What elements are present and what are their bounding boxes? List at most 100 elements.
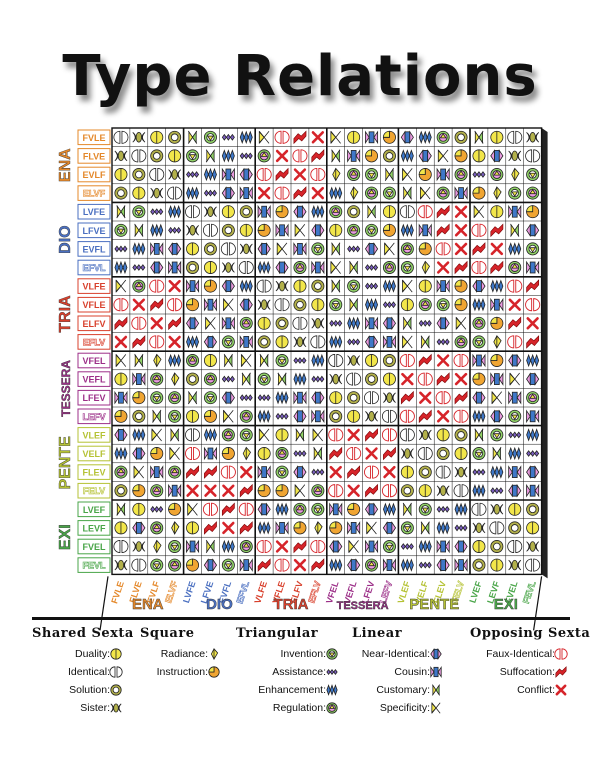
radiance-icon [421,260,431,275]
regulation-icon [293,502,307,516]
solution-icon [239,205,253,219]
assistance-icon [454,524,468,532]
faux-identical-icon [185,446,201,461]
conflict-icon [132,298,146,311]
duality-icon [132,502,146,516]
duality-icon [490,130,504,144]
enhancement-icon [400,558,414,572]
duality-icon [329,223,343,237]
enhancement-icon [472,484,486,498]
duality-icon [311,298,325,312]
conflict-icon [347,484,360,497]
faux-identical-icon [417,372,433,386]
conflict-icon [526,317,539,330]
assistance-icon [418,561,432,569]
solution-icon [436,447,450,460]
faux-identical-icon [453,409,469,423]
regulation-icon [490,168,504,181]
legend-item-specificity: Specificity: [320,702,430,714]
cousin-icon [221,167,235,182]
customary-icon [474,428,484,442]
row-label-lvef: LVEF [83,505,106,515]
row-label-lvfe: LVFE [83,207,105,217]
radiance-icon [350,186,359,201]
cousin-icon [365,130,379,145]
duality-icon [114,168,128,181]
suffocation-icon [293,130,307,145]
suffocation-icon [400,390,414,405]
instruction-icon [221,447,235,460]
duality-icon [418,279,432,293]
near-identical-icon [526,372,540,386]
group-label-pente: PENTE [57,436,74,490]
identical-icon [131,149,147,163]
cousin-icon [382,335,396,349]
suffocation-icon [436,223,450,238]
faux-identical-icon [507,279,523,293]
enhancement-icon [203,428,217,442]
legend-label: Suffocation: [499,666,555,678]
row-label-evfl: EVFL [82,244,106,254]
sister-icon [114,150,128,162]
duality-icon [114,521,128,535]
faux-identical-icon [274,558,290,572]
customary-icon [474,130,484,145]
cousin-icon [150,465,164,479]
suffocation-icon [490,223,504,238]
enhancement-icon [221,539,235,554]
regulation-icon [239,540,253,553]
suffocation-icon [221,502,235,517]
cousin-icon [436,167,450,182]
regulation-icon [239,409,253,423]
duality-icon [186,521,200,535]
duality-icon [168,149,182,163]
invention-icon [400,261,414,274]
duality-icon [454,447,468,460]
row-label-felv: FELV [83,486,105,496]
page-title: Type Relations [62,44,538,109]
solution-icon [203,242,217,256]
specificity-icon [115,353,127,368]
enhancement-icon [472,409,486,423]
invention-icon [203,391,217,405]
faux-identical-icon [525,298,541,312]
suffocation-icon [436,372,450,386]
suffocation-icon [454,390,468,405]
specificity-icon [431,702,441,714]
customary-icon [349,297,359,312]
conflict-icon [293,168,307,181]
row-label-vlef: VLEF [82,430,106,440]
radiance-icon [171,372,180,387]
near-identical-icon [526,223,540,238]
cousin-icon [436,539,450,554]
enhancement-icon [508,242,522,256]
cousin-icon [365,539,379,554]
near-identical-icon [239,297,253,312]
duality-icon [508,502,522,516]
solution-icon [257,335,271,349]
suffocation-icon [114,316,128,331]
conflict-icon [204,484,217,497]
legend-label: Specificity: [379,702,430,714]
duality-icon [257,316,271,330]
sister-icon [383,392,396,403]
assistance-icon [275,412,289,420]
cousin-icon [490,297,504,312]
col-label-lvfe: LVFE [181,580,197,604]
customary-icon [134,223,144,238]
duality-icon [186,242,200,256]
legend-label: Faux-Identical: [486,648,555,660]
assistance-icon [150,505,164,513]
legend-item-enhancement: Enhancement: [216,684,326,696]
faux-identical-icon [113,298,129,312]
cousin-icon [508,465,522,479]
sister-icon [204,206,217,217]
legend-item-suffocation: Suffocation: [445,666,555,678]
customary-icon [116,204,126,219]
enhancement-icon [329,558,343,572]
invention-icon [347,279,361,293]
enhancement-icon [186,186,200,200]
sister-icon [132,132,146,143]
cousin-icon [168,483,182,498]
